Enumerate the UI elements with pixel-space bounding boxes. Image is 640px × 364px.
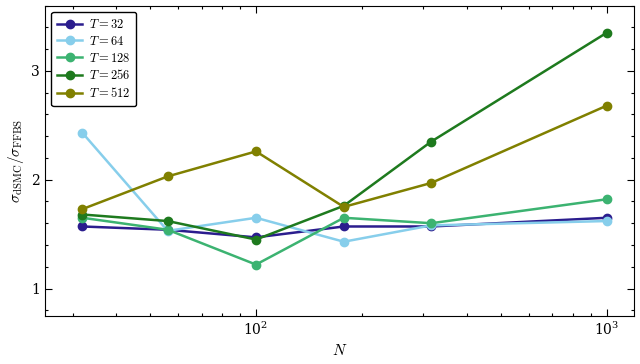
$T = 256$ xyxy=(603,31,611,35)
$T = 512$ xyxy=(164,174,172,179)
$T = 512$ xyxy=(79,207,86,211)
$T = 512$ xyxy=(340,205,348,209)
$T = 256$ xyxy=(428,139,435,144)
Line: $T = 32$: $T = 32$ xyxy=(78,214,611,242)
Legend: $T = 32$, $T = 64$, $T = 128$, $T = 256$, $T = 512$: $T = 32$, $T = 64$, $T = 128$, $T = 256$… xyxy=(51,12,136,106)
$T = 32$ xyxy=(252,235,260,240)
$T = 256$ xyxy=(79,212,86,217)
$T = 64$ xyxy=(164,229,172,233)
Y-axis label: $\sigma_{\mathrm{dSMC}} / \sigma_{\mathrm{FFBS}}$: $\sigma_{\mathrm{dSMC}} / \sigma_{\mathr… xyxy=(6,118,26,203)
X-axis label: $N$: $N$ xyxy=(332,344,348,359)
$T = 128$ xyxy=(79,215,86,220)
Line: $T = 256$: $T = 256$ xyxy=(78,29,611,244)
$T = 128$ xyxy=(603,197,611,201)
$T = 64$ xyxy=(428,223,435,228)
$T = 32$ xyxy=(79,224,86,229)
$T = 64$ xyxy=(603,219,611,223)
$T = 32$ xyxy=(428,224,435,229)
$T = 64$ xyxy=(340,240,348,244)
Line: $T = 64$: $T = 64$ xyxy=(78,129,611,246)
$T = 32$ xyxy=(164,228,172,232)
Line: $T = 128$: $T = 128$ xyxy=(78,195,611,269)
$T = 512$ xyxy=(428,181,435,185)
$T = 512$ xyxy=(252,149,260,154)
$T = 256$ xyxy=(252,237,260,242)
$T = 128$ xyxy=(252,262,260,267)
$T = 256$ xyxy=(340,203,348,208)
$T = 128$ xyxy=(428,221,435,225)
$T = 128$ xyxy=(340,215,348,220)
$T = 32$ xyxy=(603,215,611,220)
$T = 32$ xyxy=(340,224,348,229)
$T = 64$ xyxy=(79,131,86,135)
$T = 128$ xyxy=(164,228,172,232)
$T = 64$ xyxy=(252,215,260,220)
Line: $T = 512$: $T = 512$ xyxy=(78,102,611,213)
$T = 512$ xyxy=(603,103,611,108)
$T = 256$ xyxy=(164,219,172,223)
